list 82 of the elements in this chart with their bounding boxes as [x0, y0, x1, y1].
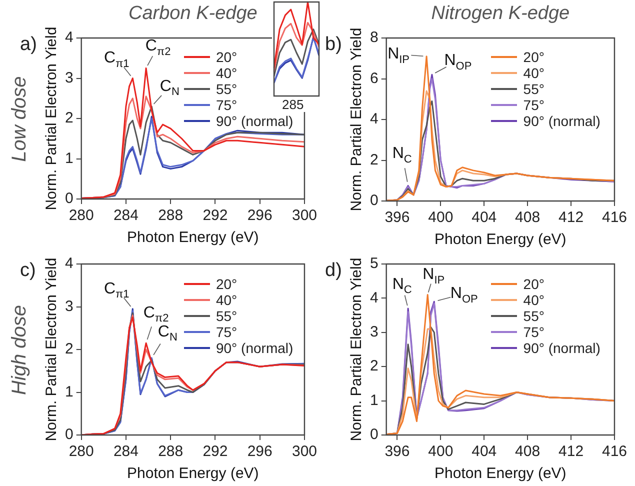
legend-label: 20°: [523, 49, 544, 66]
legend-label: 75°: [216, 97, 238, 114]
x-tick-label: 400: [428, 443, 454, 460]
x-tick-label: 404: [472, 209, 497, 226]
legend-label: 20°: [523, 276, 544, 292]
y-tick-label: 2: [65, 340, 74, 358]
legend-label: 55°: [523, 308, 544, 324]
x-tick-label: 300: [292, 443, 317, 460]
x-tick-label: 292: [202, 443, 228, 460]
y-tick-label: 4: [370, 289, 378, 306]
legend-label: 40°: [523, 65, 544, 82]
x-tick-label: 408: [515, 209, 540, 226]
x-tick-label: 416: [602, 209, 627, 226]
y-tick-label: 3: [65, 69, 74, 86]
legend-label: 55°: [523, 81, 544, 98]
legend-label: 40°: [216, 292, 238, 308]
y-axis-title: Norm. Partial Electron Yield: [348, 28, 366, 212]
y-tick-label: 4: [370, 110, 378, 128]
y-tick-label: 1: [65, 383, 74, 400]
legend-label: 90° (normal): [523, 113, 600, 130]
legend-label: 40°: [523, 292, 544, 308]
annotation: 285: [282, 97, 304, 112]
text: b): [325, 34, 342, 56]
y-tick-label: 5: [370, 255, 378, 272]
x-axis-title: Photon Energy (eV): [127, 229, 259, 246]
legend-label: 75°: [216, 324, 238, 340]
y-tick-label: 4: [65, 255, 74, 272]
y-tick-label: 4: [65, 29, 74, 46]
legend-label: 20°: [216, 49, 238, 66]
x-tick-label: 416: [602, 443, 627, 460]
y-tick-label: 0: [370, 426, 378, 444]
legend-label: 90° (normal): [216, 113, 294, 130]
x-tick-label: 284: [113, 443, 138, 460]
x-tick-label: 280: [68, 443, 94, 460]
y-tick-label: 0: [65, 426, 74, 444]
legend-label: 75°: [523, 97, 544, 114]
legend-label: 55°: [216, 308, 238, 324]
x-tick-label: 400: [428, 209, 454, 226]
x-tick-label: 396: [384, 443, 410, 460]
y-tick-label: 2: [65, 110, 74, 127]
x-tick-label: 300: [292, 207, 317, 224]
x-tick-label: 412: [558, 443, 584, 460]
y-tick-label: 3: [65, 298, 74, 315]
y-tick-label: 0: [65, 190, 74, 208]
x-tick-label: 292: [202, 207, 228, 224]
text: d): [325, 260, 342, 282]
chart-title: Nitrogen K-edge: [431, 3, 570, 25]
text: c): [20, 260, 36, 282]
y-axis-title: Norm. Partial Electron Yield: [348, 258, 366, 442]
x-axis-title: Photon Energy (eV): [434, 231, 566, 248]
y-tick-label: 8: [370, 29, 378, 46]
y-tick-label: 1: [65, 150, 74, 167]
y-tick-label: 6: [370, 70, 378, 87]
legend-label: 55°: [216, 81, 238, 98]
x-axis-title: Photon Energy (eV): [127, 465, 259, 482]
x-tick-label: 284: [113, 207, 138, 224]
x-tick-label: 396: [384, 209, 410, 226]
x-axis-title: Photon Energy (eV): [434, 465, 566, 482]
chart-title: Carbon K-edge: [128, 3, 258, 25]
legend-label: 90° (normal): [523, 340, 600, 356]
text: Low dose: [8, 76, 32, 162]
y-tick-label: 0: [370, 192, 378, 210]
x-tick-label: 280: [68, 207, 94, 224]
x-tick-label: 404: [472, 443, 497, 460]
y-axis-title: Norm. Partial Electron Yield: [43, 26, 60, 210]
y-tick-label: 1: [370, 392, 378, 409]
x-tick-label: 412: [558, 209, 584, 226]
x-tick-label: 288: [158, 443, 184, 460]
y-tick-label: 3: [370, 324, 378, 341]
text: High dose: [8, 304, 32, 395]
y-axis-title: Norm. Partial Electron Yield: [43, 258, 60, 442]
text: a): [20, 34, 37, 56]
x-tick-label: 408: [515, 443, 540, 460]
legend-label: 40°: [216, 65, 238, 82]
legend-label: 90° (normal): [216, 340, 294, 356]
x-tick-label: 296: [247, 443, 272, 460]
x-tick-label: 296: [247, 207, 272, 224]
x-tick-label: 288: [158, 207, 184, 224]
legend-label: 75°: [523, 324, 544, 340]
y-tick-label: 2: [370, 151, 378, 168]
y-tick-label: 2: [370, 358, 378, 375]
legend-label: 20°: [216, 276, 238, 292]
